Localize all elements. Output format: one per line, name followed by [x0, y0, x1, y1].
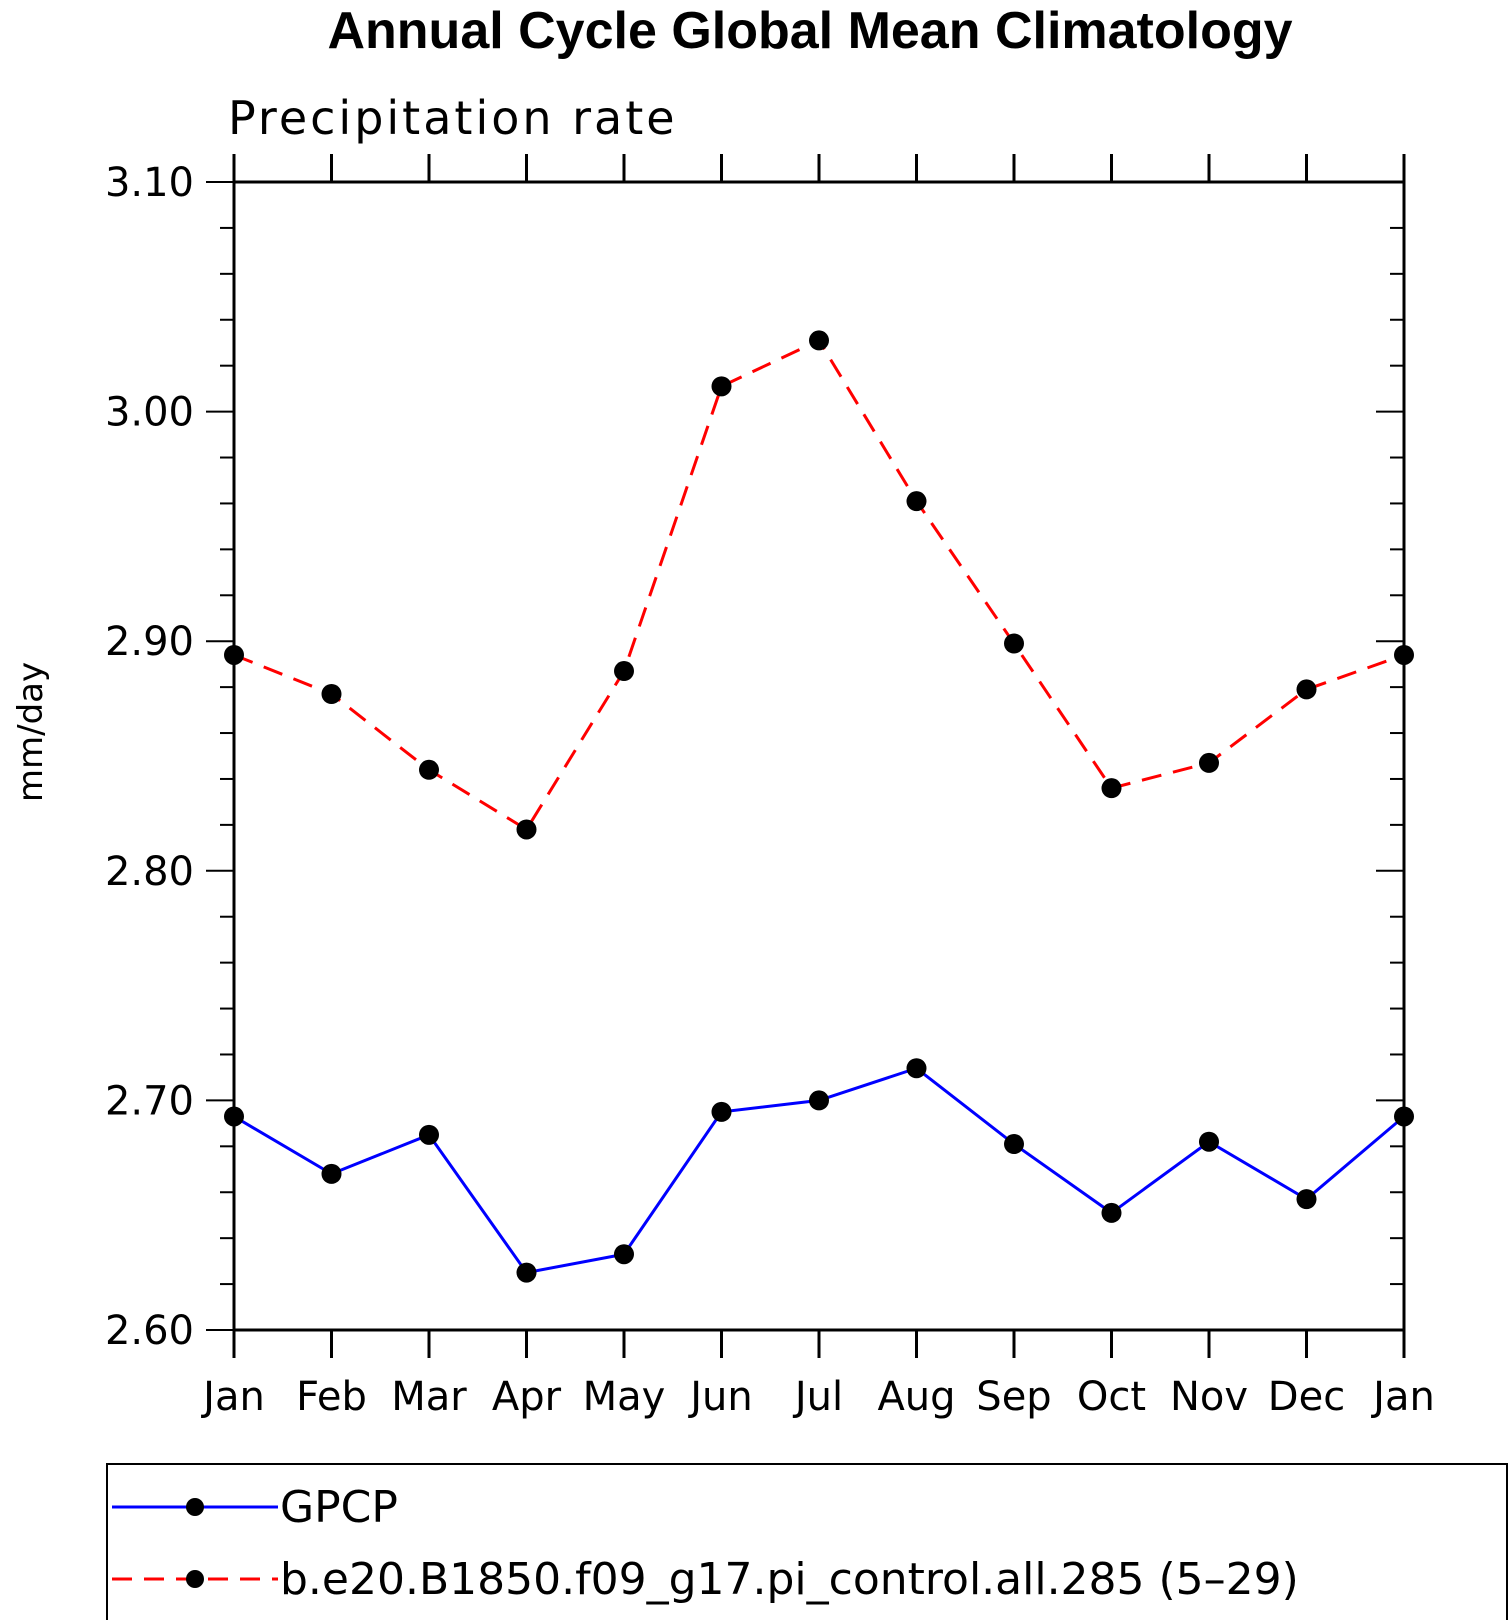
- data-point-series-0: [809, 1090, 829, 1111]
- y-tick-label: 3.00: [105, 390, 194, 436]
- legend-box: [106, 1463, 1508, 1620]
- data-point-series-0: [1004, 1134, 1024, 1155]
- legend-marker-gpcp: [186, 1498, 204, 1516]
- x-tick-label: Aug: [877, 1374, 955, 1420]
- y-tick-label: 2.80: [105, 849, 194, 895]
- data-point-series-0: [906, 1058, 927, 1079]
- y-tick-label: 2.90: [105, 619, 194, 665]
- data-point-series-0: [1296, 1189, 1317, 1210]
- y-axis-label: mm/day: [11, 662, 51, 802]
- y-tick-label: 2.60: [105, 1308, 194, 1354]
- x-tick-label: Sep: [976, 1374, 1051, 1420]
- data-point-series-1: [614, 661, 634, 682]
- chart-subtitle: Precipitation rate: [228, 91, 678, 145]
- x-tick-label: Nov: [1170, 1374, 1248, 1420]
- series-line-1: [233, 338, 1405, 832]
- data-point-series-0: [1199, 1131, 1219, 1152]
- data-point-series-0: [614, 1244, 634, 1265]
- y-tick-label: 3.10: [105, 160, 194, 206]
- axis-ticks: [206, 154, 1406, 1358]
- data-point-series-1: [516, 819, 537, 840]
- y-tick-label: 2.70: [105, 1078, 194, 1124]
- data-point-series-0: [419, 1124, 439, 1145]
- data-point-series-0: [321, 1163, 342, 1184]
- data-point-series-1: [1101, 778, 1122, 799]
- x-tick-label: Jul: [792, 1374, 843, 1420]
- x-tick-label: Dec: [1268, 1374, 1345, 1420]
- data-point-series-1: [1199, 752, 1219, 773]
- data-point-series-1: [711, 376, 732, 397]
- x-tick-label: May: [583, 1374, 666, 1420]
- data-point-series-1: [1296, 679, 1317, 700]
- data-point-series-0: [1101, 1202, 1122, 1223]
- x-tick-label: Jun: [687, 1374, 753, 1420]
- legend-label-model: b.e20.B1850.f09_g17.pi_control.all.285 (…: [280, 1554, 1299, 1605]
- x-tick-label: Jan: [1370, 1374, 1435, 1420]
- legend-label-gpcp: GPCP: [280, 1482, 398, 1533]
- data-point-series-0: [516, 1262, 537, 1283]
- legend: GPCP b.e20.B1850.f09_g17.pi_control.all.…: [106, 1463, 1508, 1620]
- data-point-series-1: [906, 491, 927, 512]
- legend-marker-model: [186, 1570, 204, 1588]
- chart-title: Annual Cycle Global Mean Climatology: [327, 2, 1292, 60]
- x-tick-labels: Jan Feb Mar Apr May Jun Jul Aug Sep Oct Nov Dec Jan: [200, 1374, 1435, 1420]
- x-tick-label: Jan: [200, 1374, 265, 1420]
- series-markers: [224, 330, 1414, 1283]
- data-point-series-1: [809, 330, 829, 351]
- x-tick-label: Feb: [296, 1374, 367, 1420]
- x-tick-label: Mar: [391, 1374, 467, 1420]
- x-tick-label: Apr: [492, 1374, 562, 1420]
- data-point-series-1: [1004, 633, 1024, 654]
- data-point-series-0: [711, 1101, 732, 1122]
- series-lines: [233, 338, 1405, 1275]
- y-tick-labels: 2.60 2.70 2.80 2.90 3.00 3.10: [105, 160, 194, 1354]
- x-tick-label: Oct: [1077, 1374, 1146, 1420]
- plot-frame: [232, 180, 1406, 1332]
- data-point-series-1: [419, 759, 439, 780]
- data-point-series-1: [321, 684, 342, 705]
